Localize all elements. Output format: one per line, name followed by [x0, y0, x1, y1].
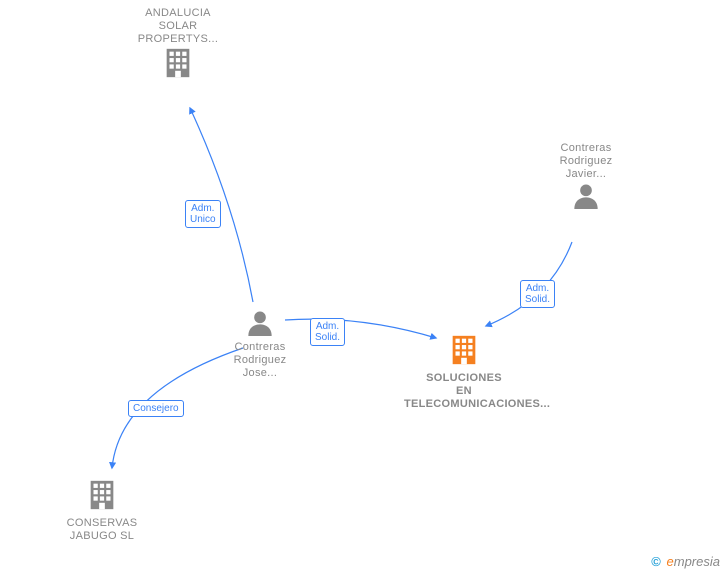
node-soluciones[interactable]: SOLUCIONESENTELECOMUNICACIONES... [404, 333, 524, 411]
node-label-line: PROPERTYS... [118, 33, 238, 46]
node-label-line: Javier... [526, 168, 646, 181]
person-icon [246, 323, 274, 340]
person-icon [572, 196, 600, 213]
building-icon [85, 499, 119, 516]
brand-first-letter: e [667, 554, 674, 569]
copyright: © empresia [651, 554, 720, 569]
node-label-line: SOLUCIONES [404, 372, 524, 385]
brand-rest: mpresia [674, 554, 720, 569]
building-icon [161, 67, 195, 84]
edge-label-jose-soluciones: Adm. Solid. [310, 318, 345, 346]
node-label-line: Jose... [200, 367, 320, 380]
node-javier[interactable]: ContrerasRodriguezJavier... [526, 142, 646, 214]
edge-label-jose-andalucia: Adm. Unico [185, 200, 221, 228]
node-label-line: Rodriguez [526, 155, 646, 168]
node-conservas[interactable]: CONSERVASJABUGO SL [42, 478, 162, 543]
copyright-symbol: © [651, 554, 661, 569]
node-label-line: TELECOMUNICACIONES... [404, 398, 524, 411]
node-label-line: JABUGO SL [42, 530, 162, 543]
edge-label-javier-soluciones: Adm. Solid. [520, 280, 555, 308]
node-label-line: Rodriguez [200, 354, 320, 367]
node-jose[interactable]: ContrerasRodriguezJose... [200, 308, 320, 380]
node-label-line: SOLAR [118, 20, 238, 33]
node-label-line: CONSERVAS [42, 517, 162, 530]
node-label-line: Contreras [526, 142, 646, 155]
node-label-line: ANDALUCIA [118, 7, 238, 20]
node-andalucia[interactable]: ANDALUCIASOLARPROPERTYS... [118, 7, 238, 85]
node-label-line: EN [404, 385, 524, 398]
edge-label-jose-conservas: Consejero [128, 400, 184, 417]
node-label-line: Contreras [200, 341, 320, 354]
building-icon [447, 354, 481, 371]
